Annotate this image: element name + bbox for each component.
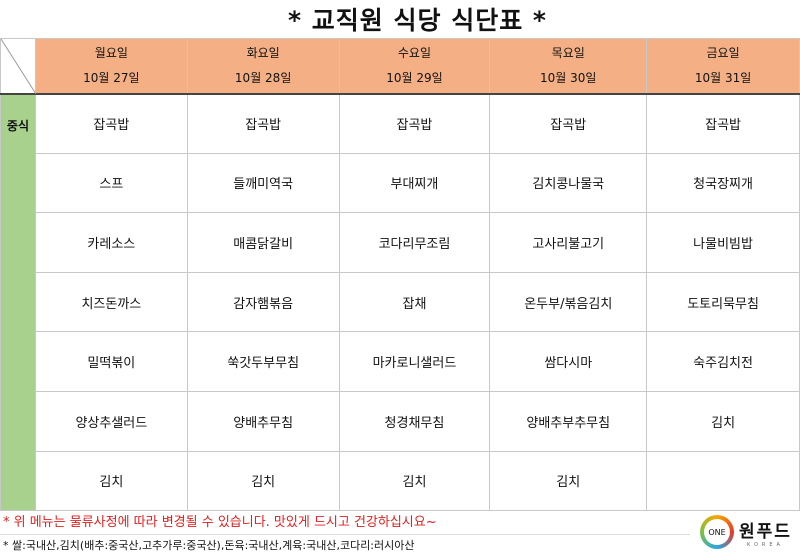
logo-mark: ONE <box>704 519 730 545</box>
menu-row: 카레소스 매콤닭갈비 코다리무조림 고사리불고기 나물비빔밥 <box>1 212 800 273</box>
menu-item: 감자햄볶음 <box>186 271 340 333</box>
meal-label: 중식 <box>0 92 36 512</box>
menu-item: 청경채무침 <box>338 390 491 452</box>
menu-item: 마카로니샐러드 <box>338 331 491 392</box>
day-date: 10월 31일 <box>694 70 752 85</box>
day-header: 수요일 10월 29일 <box>338 38 491 95</box>
menu-item: 김치 <box>338 450 491 512</box>
menu-item: 부대찌개 <box>338 152 491 214</box>
day-name: 수요일 <box>397 45 431 60</box>
menu-item: 고사리불고기 <box>489 212 648 273</box>
day-date: 10월 29일 <box>386 70 443 85</box>
menu-item <box>646 450 800 512</box>
menu-item: 청국장찌개 <box>646 152 800 214</box>
menu-item: 김치콩나물국 <box>489 152 648 214</box>
menu-row: 치즈돈까스 감자햄볶음 잡채 온두부/볶음김치 도토리묵무침 <box>1 271 800 333</box>
menu-item: 들깨미역국 <box>186 152 340 214</box>
menu-item: 잡곡밥 <box>338 93 491 154</box>
menu-row: 밀떡볶이 쑥갓두부무침 마카로니샐러드 쌈다시마 숙주김치전 <box>1 331 800 392</box>
menu-row: 김치 김치 김치 김치 <box>1 450 800 512</box>
logo: ONE 원푸드 KOREA <box>700 515 792 549</box>
menu-item: 도토리묵무침 <box>646 271 800 333</box>
day-header: 화요일 10월 28일 <box>186 38 340 95</box>
corner-cell <box>0 38 36 95</box>
page-title: * 교직원 식당 식단표 * <box>288 6 547 35</box>
menu-item: 온두부/볶음김치 <box>489 271 648 333</box>
origin-text: * 쌀:국내산,김치(배추:중국산,고추가루:중국산),돈육:국내산,계육:국내… <box>3 539 415 552</box>
day-name: 화요일 <box>246 45 280 60</box>
menu-item: 스프 <box>34 152 188 214</box>
menu-row: 중식 잡곡밥 잡곡밥 잡곡밥 잡곡밥 잡곡밥 <box>0 92 800 512</box>
menu-item: 밀떡볶이 <box>34 331 188 392</box>
menu-item: 잡곡밥 <box>186 93 340 154</box>
day-header: 금요일 10월 31일 <box>646 38 800 95</box>
menu-item: 카레소스 <box>34 212 188 273</box>
day-name: 목요일 <box>551 45 585 60</box>
menu-item: 잡채 <box>338 271 491 333</box>
menu-item: 숙주김치전 <box>646 331 800 392</box>
menu-item: 잡곡밥 <box>646 93 800 154</box>
menu-item: 김치 <box>186 450 340 512</box>
day-date: 10월 28일 <box>234 70 292 85</box>
notice-text: * 위 메뉴는 물류사정에 따라 변경될 수 있습니다. 맛있게 드시고 건강하… <box>0 510 690 535</box>
menu-item: 잡곡밥 <box>34 93 188 154</box>
menu-row: 양상추샐러드 양배추무침 청경채무침 양배추부추무침 김치 <box>1 390 800 452</box>
logo-sub: KOREA <box>746 541 784 548</box>
menu-row: 스프 들깨미역국 부대찌개 김치콩나물국 청국장찌개 <box>1 152 800 214</box>
menu-item: 쑥갓두부무침 <box>186 331 340 392</box>
menu-item: 김치 <box>34 450 188 512</box>
menu-item: 나물비빔밥 <box>646 212 800 273</box>
menu-item: 치즈돈까스 <box>34 271 188 333</box>
menu-item: 김치 <box>489 450 648 512</box>
menu-item: 양배추부추무침 <box>489 390 648 452</box>
menu-item: 양배추무침 <box>186 390 340 452</box>
menu-table: 월요일 10월 27일 화요일 10월 28일 수요일 10월 29일 목요일 10월 30일… <box>0 38 800 512</box>
logo-name: 원푸드 <box>739 521 792 542</box>
day-date: 10월 27일 <box>83 70 140 85</box>
day-header: 목요일 10월 30일 <box>489 38 648 95</box>
day-name: 월요일 <box>94 45 128 60</box>
logo-ring-icon: ONE <box>700 515 734 549</box>
day-header: 월요일 10월 27일 <box>34 38 188 95</box>
menu-item: 코다리무조림 <box>338 212 491 273</box>
menu-item: 김치 <box>646 390 800 452</box>
menu-item: 잡곡밥 <box>489 93 648 154</box>
menu-item: 쌈다시마 <box>489 331 648 392</box>
menu-item: 매콤닭갈비 <box>186 212 340 273</box>
day-date: 10월 30일 <box>540 70 597 85</box>
day-name: 금요일 <box>706 45 740 60</box>
menu-item: 양상추샐러드 <box>34 390 188 452</box>
